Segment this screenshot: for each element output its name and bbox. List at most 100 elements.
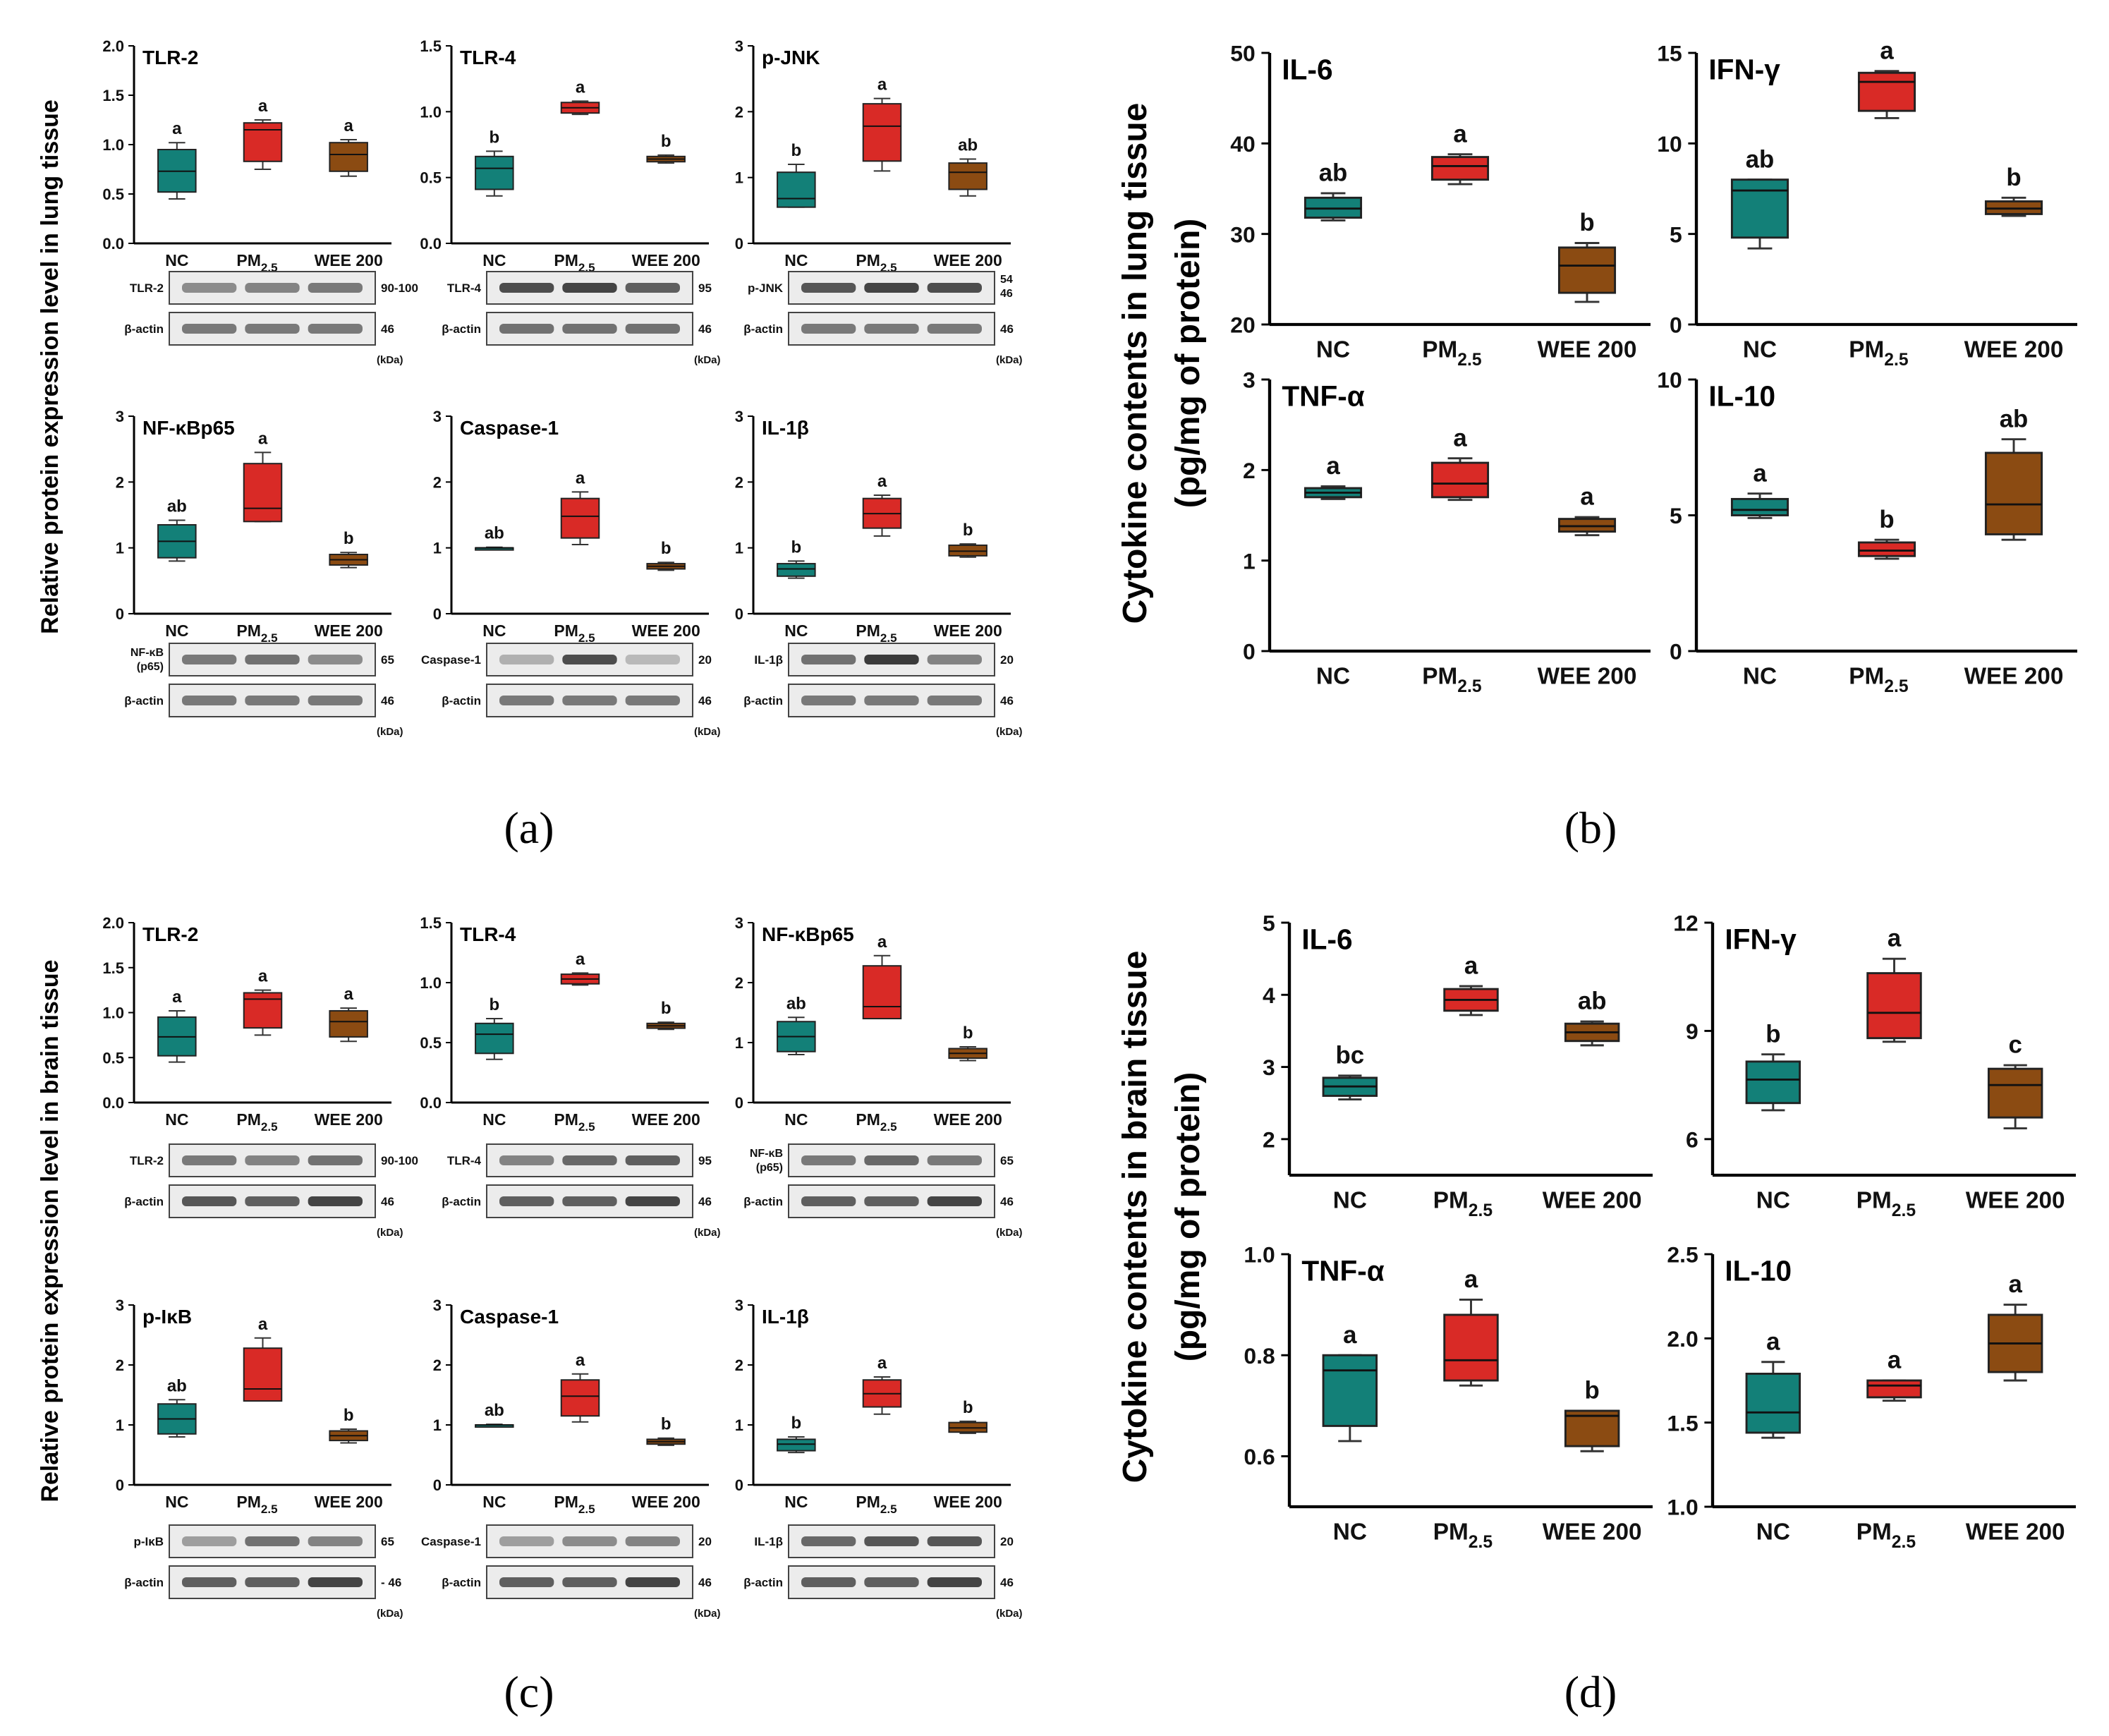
significance-letter: ab — [485, 524, 504, 543]
blot-band — [864, 324, 919, 334]
western-blot-c2: TLR-4 95 β-actin 46 (kDa) — [442, 1143, 721, 1239]
box-pm25: a — [243, 967, 283, 1036]
box-wee200: b — [646, 999, 686, 1031]
blot-row: p-JNK 54 46 — [748, 271, 1013, 305]
significance-letter: a — [877, 75, 887, 95]
box-nc: ab — [157, 497, 197, 562]
blot-kda: 90-100 — [381, 1154, 418, 1167]
x-tick-label: NC — [1333, 1187, 1367, 1213]
y-tick-label: 0.5 — [102, 186, 124, 203]
x-tick-label: WEE 200 — [315, 251, 383, 269]
blot-band — [927, 1196, 982, 1206]
blot-protein-label: Caspase-1 — [421, 653, 481, 667]
box-pm25: a — [560, 468, 600, 545]
y-tick-label: 5 — [1670, 221, 1682, 247]
blot-row: TLR-4 95 — [447, 271, 712, 305]
blot-kda-unit: (kDa) — [996, 1608, 1023, 1620]
significance-letter: ab — [485, 1401, 504, 1420]
x-tick-label: NC — [784, 1493, 808, 1511]
blot-row: β-actin 46 — [124, 312, 394, 346]
chart-d3: 0.6 0.8 1.0 TNF-α a NC a PM2.5 b WEE 200 — [1244, 1242, 1653, 1552]
blot-band — [927, 655, 982, 664]
significance-letter: b — [489, 995, 499, 1014]
y-tick-label: 1.5 — [102, 959, 124, 977]
significance-letter: b — [661, 999, 671, 1018]
x-tick-label: WEE 200 — [1966, 1519, 2065, 1545]
blot-band — [562, 696, 617, 705]
panel-label-d: (d) — [1564, 1667, 1617, 1717]
box-nc: b — [475, 995, 514, 1060]
y-tick-label: 1.0 — [102, 1004, 124, 1022]
blot-band — [801, 324, 856, 334]
significance-letter: a — [1453, 424, 1467, 451]
blot-band — [182, 1196, 237, 1206]
blot-band — [182, 655, 237, 664]
y-tick-label: 3 — [1243, 368, 1256, 393]
box-nc: a — [157, 119, 197, 200]
box-body — [329, 1009, 368, 1038]
x-tick-label: NC — [1743, 663, 1777, 689]
blot-kda-unit: (kDa) — [996, 1227, 1023, 1239]
significance-letter: a — [1464, 952, 1478, 980]
box-nc: a — [1730, 459, 1789, 519]
x-tick-label: NC — [1756, 1187, 1790, 1213]
significance-letter: b — [344, 529, 354, 548]
box-pm25: a — [243, 97, 283, 170]
x-tick-label: PM2.5 — [236, 1493, 277, 1516]
blot-band — [308, 696, 363, 705]
blot-row: β-actin 46 — [124, 684, 394, 717]
blot-band — [625, 655, 680, 664]
significance-letter: ab — [1578, 988, 1607, 1015]
x-tick-label: PM2.5 — [1422, 336, 1482, 370]
plot-title: TLR-4 — [460, 923, 516, 945]
y-tick-label: 2 — [433, 1356, 442, 1374]
box-pm25: a — [560, 949, 600, 986]
y-tick-label: 0 — [433, 1476, 442, 1494]
significance-letter: a — [258, 967, 268, 986]
blot-band — [625, 324, 680, 334]
box-body — [243, 992, 283, 1029]
western-blot-c4: p-IκB 65 β-actin - 46 (kDa) — [124, 1524, 403, 1620]
chart-c1: 0.0 0.5 1.0 1.5 2.0 TLR-2 a NC a PM2.5 a WEE 200 — [102, 914, 391, 1134]
x-tick-label: WEE 200 — [1543, 1187, 1642, 1213]
blot-row: TLR-2 90-100 — [130, 1143, 418, 1177]
box-body — [1857, 71, 1916, 112]
box-body — [475, 1022, 514, 1055]
box-wee200: b — [948, 1024, 987, 1062]
blot-band — [308, 324, 363, 334]
box-body — [560, 1379, 600, 1417]
box-pm25: a — [1866, 925, 1922, 1043]
blot-band — [245, 696, 300, 705]
blot-kda: 46 — [698, 694, 712, 708]
box-nc: b — [777, 141, 816, 208]
blot-band — [864, 1536, 919, 1546]
x-tick-label: WEE 200 — [315, 1493, 383, 1511]
box-body — [948, 162, 987, 190]
significance-letter: b — [661, 539, 671, 558]
blot-kda-unit: (kDa) — [996, 354, 1023, 366]
blot-band — [927, 1577, 982, 1587]
chart-a4: 0 1 2 3 NF-κBp65 ab NC a PM2.5 b WEE 200 — [116, 408, 391, 645]
x-tick-label: NC — [1756, 1519, 1790, 1545]
x-tick-label: NC — [784, 251, 808, 269]
y-tick-label: 4 — [1263, 983, 1275, 1008]
blot-kda-unit: (kDa) — [377, 354, 403, 366]
blot-kda: 46 — [381, 1195, 394, 1208]
y-tick-label: 0 — [1670, 312, 1682, 338]
x-tick-label: PM2.5 — [1849, 663, 1909, 696]
plot-title: NF-κBp65 — [762, 923, 854, 945]
blot-band — [927, 1155, 982, 1165]
chart-c3: 0 1 2 3 NF-κBp65 ab NC a PM2.5 b WEE 200 — [735, 914, 1011, 1134]
chart-b3: 0 1 2 3 TNF-α a NC a PM2.5 a WEE 200 — [1243, 368, 1651, 696]
significance-letter: ab — [167, 497, 187, 516]
y-tick-label: 0.0 — [102, 1094, 124, 1112]
y-tick-label: 0 — [433, 605, 442, 623]
x-tick-label: NC — [1333, 1519, 1367, 1545]
box-body — [777, 563, 816, 577]
y-tick-label: 1.5 — [1667, 1410, 1698, 1435]
blot-kda: 46 — [698, 1195, 712, 1208]
plot-title: p-JNK — [762, 47, 820, 68]
significance-letter: ab — [958, 136, 978, 155]
plot-title: IL-1β — [762, 1306, 809, 1328]
panel-label-a: (a) — [504, 803, 554, 853]
